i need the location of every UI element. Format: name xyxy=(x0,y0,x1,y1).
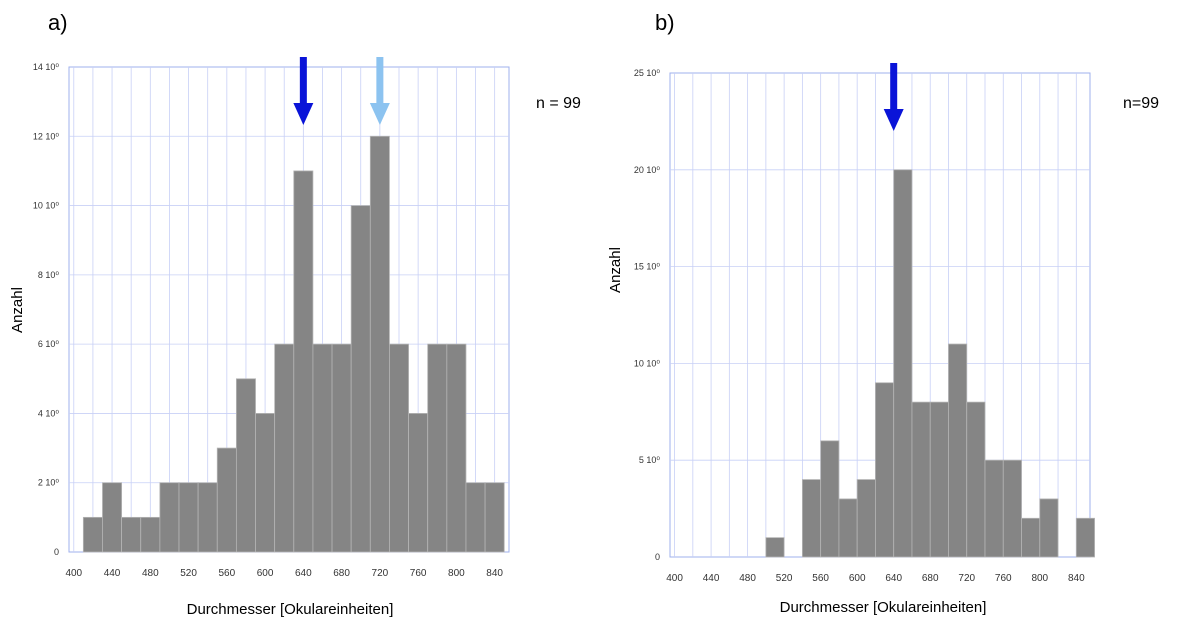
panel-a-bar xyxy=(427,343,448,553)
panel-a-x-tick-label: 760 xyxy=(410,568,427,579)
panel-b-bar xyxy=(911,401,931,558)
panel-a-plot: 400 440 480 520 560 600 640 680 720 760 800 840 0 2 1… xyxy=(33,57,510,579)
panel-b-x-tick-label: 600 xyxy=(849,573,866,584)
panel-b-bar xyxy=(1002,459,1022,558)
panel-a-y-tick-label: 10 10⁰ xyxy=(33,201,60,211)
panel-a-bar xyxy=(197,482,218,553)
panel-b-bar xyxy=(1075,517,1095,558)
panel-a-bar xyxy=(293,170,314,553)
panel-a-x-tick-label: 680 xyxy=(333,568,350,579)
panel-a-bar xyxy=(216,447,237,553)
panel-a-y-axis-label: Anzahl xyxy=(9,287,26,333)
panel-b-bar xyxy=(875,382,895,558)
panel-a-bar xyxy=(274,343,295,553)
panel-a-y-tick-label: 8 10⁰ xyxy=(38,270,60,280)
panel-a-y-tick-label: 4 10⁰ xyxy=(38,408,60,418)
panel-a-bar xyxy=(102,482,123,553)
panel-b-label: b) xyxy=(655,10,675,35)
panel-b-y-tick-label: 0 xyxy=(655,552,660,562)
panel-b-y-tick-label: 20 10⁰ xyxy=(634,165,661,175)
panel-b-bar xyxy=(856,479,876,558)
panel-b-x-tick-label: 840 xyxy=(1068,573,1085,584)
panel-b-x-tick-label: 760 xyxy=(995,573,1012,584)
panel-b-y-tick-label: 10 10⁰ xyxy=(634,358,661,368)
panel-a-bar xyxy=(312,343,333,553)
panel-a-bar xyxy=(82,516,103,553)
panel-b-x-axis-label: Durchmesser [Okulareinheiten] xyxy=(780,599,987,616)
panel-a-bar xyxy=(159,482,180,553)
panel-a-bar xyxy=(465,482,486,553)
panel-a-bar xyxy=(389,343,409,553)
panel-a-y-tick-label: 6 10⁰ xyxy=(38,339,60,349)
panel-a-label: a) xyxy=(48,10,68,35)
panel-a-bar xyxy=(331,343,352,553)
panel-b-bar xyxy=(838,498,858,558)
panel-a-x-tick-label: 720 xyxy=(372,568,389,579)
panel-b-y-axis-label: Anzahl xyxy=(607,247,624,293)
panel-b-bar xyxy=(801,479,822,558)
panel-b-bar xyxy=(1021,517,1041,558)
panel-b-bar xyxy=(948,343,968,558)
panel-a-bar xyxy=(369,135,390,553)
panel-b-plot: 400 440 480 520 560 600 640 680 720 760 800 840 0 5 1… xyxy=(634,63,1095,584)
panel-a-x-tick-label: 400 xyxy=(65,568,82,579)
panel-a-bar xyxy=(484,482,505,553)
panel-b-bar xyxy=(929,401,949,558)
panel-b-x-tick-label: 560 xyxy=(812,573,829,584)
panel-b-bar xyxy=(820,440,840,558)
panel-a-y-tick-label: 2 10⁰ xyxy=(38,478,60,488)
panel-b-x-tick-label: 800 xyxy=(1031,573,1048,584)
panel-a-x-tick-label: 440 xyxy=(104,568,121,579)
panel-a-arrow-head xyxy=(293,103,314,125)
panel-a-n-label: n = 99 xyxy=(536,95,581,112)
panel-a-y-tick-label: 14 10⁰ xyxy=(33,62,60,72)
panel-a-x-tick-label: 520 xyxy=(180,568,197,579)
panel-a-x-tick-label: 800 xyxy=(448,568,465,579)
panel-a-x-tick-label: 480 xyxy=(142,568,159,579)
panel-b-bar xyxy=(984,459,1004,558)
panel-a-arrow-head xyxy=(369,103,390,125)
panel-b: b) n=99 Anzahl Durchmesser [Okulareinhei… xyxy=(607,10,1159,616)
panel-a-x-tick-label: 600 xyxy=(257,568,274,579)
panel-b-n-label: n=99 xyxy=(1123,95,1159,112)
panel-a: a) n = 99 Anzahl Durchmesser [Okulareinh… xyxy=(9,10,581,618)
panel-b-bar xyxy=(966,401,986,558)
panel-a-arrow-shaft xyxy=(299,57,307,105)
panel-b-arrow-head xyxy=(883,109,904,131)
panel-b-bar xyxy=(1039,498,1059,558)
panel-b-bar xyxy=(765,537,785,558)
panel-b-x-tick-label: 440 xyxy=(703,573,720,584)
panel-a-bar xyxy=(121,516,142,553)
panel-a-x-tick-label: 640 xyxy=(295,568,312,579)
panel-a-y-tick-label: 0 xyxy=(54,547,59,557)
panel-a-bar xyxy=(178,482,199,553)
panel-a-arrow-shaft xyxy=(376,57,384,105)
panel-b-arrow-shaft xyxy=(890,63,898,111)
panel-b-y-tick-label: 5 10⁰ xyxy=(639,455,661,465)
panel-a-bar xyxy=(255,413,276,553)
panel-a-y-tick-label: 12 10⁰ xyxy=(33,131,60,141)
panel-a-bar xyxy=(446,343,467,553)
panel-a-bar xyxy=(350,205,371,553)
panel-a-x-tick-label: 560 xyxy=(218,568,235,579)
panel-a-bar xyxy=(235,378,256,553)
panel-b-x-tick-label: 640 xyxy=(885,573,902,584)
panel-b-x-tick-label: 480 xyxy=(739,573,756,584)
panel-a-bar xyxy=(140,516,161,553)
panel-b-y-tick-label: 25 10⁰ xyxy=(634,68,661,78)
panel-b-y-tick-label: 15 10⁰ xyxy=(634,262,661,272)
panel-a-bar xyxy=(408,413,429,553)
panel-a-x-tick-label: 840 xyxy=(486,568,503,579)
panel-b-x-tick-label: 520 xyxy=(776,573,793,584)
panel-b-x-tick-label: 400 xyxy=(666,573,683,584)
panel-b-bar xyxy=(893,169,913,558)
panel-a-x-axis-label: Durchmesser [Okulareinheiten] xyxy=(187,601,394,618)
panel-b-x-tick-label: 720 xyxy=(958,573,975,584)
panel-b-x-tick-label: 680 xyxy=(922,573,939,584)
